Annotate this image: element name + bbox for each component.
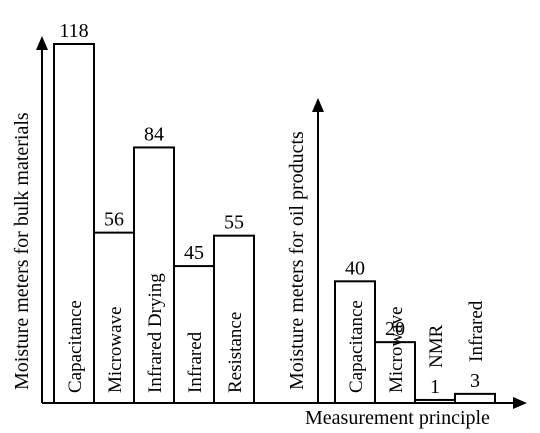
x-axis-arrow [513, 397, 527, 409]
x-axis-label: Measurement principle [305, 407, 490, 429]
data-label-0-0: 118 [59, 20, 88, 42]
bar-1-3 [454, 392, 496, 405]
data-label-0-1: 56 [104, 209, 124, 231]
category-label-1-2: NMR [426, 324, 447, 368]
y-axis-right-arrow [312, 98, 324, 112]
data-label-0-4: 55 [224, 212, 244, 234]
category-label-0-3: Infrared [185, 331, 206, 393]
bar-1-2 [414, 398, 456, 405]
bar-0-2 [133, 146, 175, 404]
category-label-0-1: Microwave [105, 306, 126, 393]
category-label-1-0: Capacitance [346, 300, 367, 393]
y-axis-left-arrow [36, 36, 48, 50]
data-label-0-2: 84 [144, 123, 164, 145]
category-label-0-4: Resistance [225, 312, 246, 393]
y-axis-label-left: Moisture meters for bulk materials [11, 112, 33, 390]
bar-0-1 [93, 231, 135, 404]
bar-0-3 [173, 265, 215, 405]
data-label-1-3: 3 [470, 370, 480, 392]
data-label-1-2: 1 [430, 376, 440, 398]
category-label-0-0: Capacitance [65, 300, 86, 393]
category-label-1-1: Microwave [386, 306, 407, 393]
y-axis-label-right: Moisture meters for oil products [286, 131, 308, 390]
bars: 118 Capacitance 56 Microwave 84 Infrared Dryi… [53, 20, 496, 405]
category-label-1-3: Infrared [466, 300, 487, 362]
bar-0-4 [213, 234, 255, 404]
data-label-1-0: 40 [345, 257, 365, 279]
bar-1-0 [334, 280, 376, 404]
bar-1-1 [374, 341, 416, 405]
data-label-0-3: 45 [184, 242, 204, 264]
category-label-0-2: Infrared Drying [145, 273, 166, 393]
data-label-1-1: 20 [385, 318, 405, 340]
bar-0-0 [53, 43, 95, 404]
